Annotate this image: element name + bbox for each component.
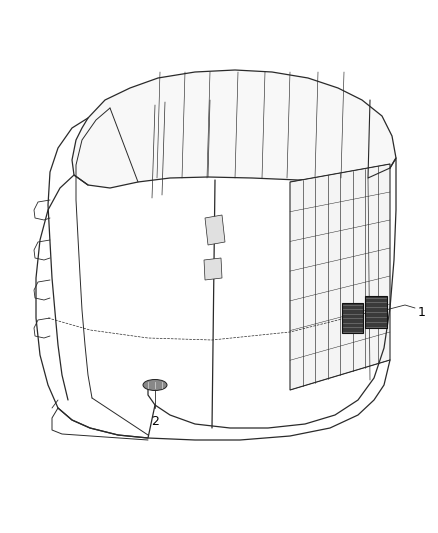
- Ellipse shape: [143, 379, 167, 391]
- Polygon shape: [205, 215, 225, 245]
- Text: 1: 1: [418, 305, 426, 319]
- Polygon shape: [72, 70, 396, 188]
- FancyBboxPatch shape: [342, 303, 363, 333]
- FancyBboxPatch shape: [365, 296, 387, 328]
- Polygon shape: [204, 258, 222, 280]
- Polygon shape: [290, 164, 390, 390]
- Text: 2: 2: [151, 415, 159, 428]
